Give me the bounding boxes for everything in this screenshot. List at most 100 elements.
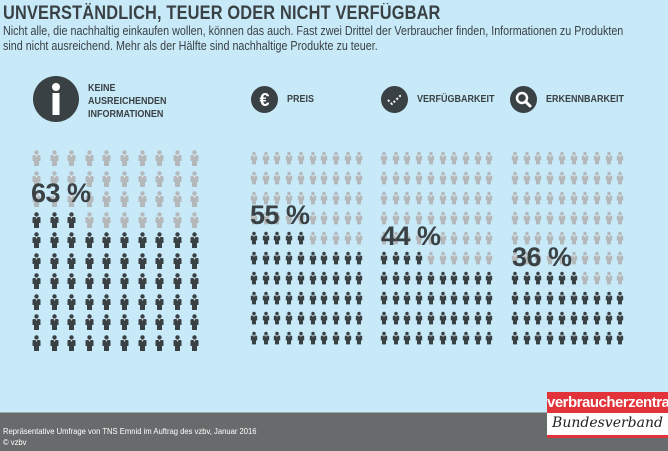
person-icon-empty xyxy=(85,150,94,166)
person-icon-filled xyxy=(297,271,304,285)
person-icon-empty xyxy=(546,171,554,185)
person-icon-empty xyxy=(570,151,577,165)
person-icon-empty xyxy=(173,191,182,207)
person-icon-empty xyxy=(415,171,423,185)
person-icon-empty xyxy=(32,170,41,187)
person-icon-filled xyxy=(570,271,577,285)
person-icon-empty xyxy=(617,231,624,245)
person-icon-filled xyxy=(250,291,258,305)
person-icon-empty xyxy=(593,151,601,165)
person-icon-empty xyxy=(450,251,458,265)
person-icon-filled xyxy=(138,273,147,289)
person-icon-filled xyxy=(356,291,363,305)
person-icon-empty xyxy=(462,211,470,225)
person-icon-filled xyxy=(415,331,423,345)
person-icon-empty xyxy=(605,211,612,225)
person-icon-filled xyxy=(344,331,351,345)
person-icon-filled xyxy=(511,291,519,305)
person-icon-filled xyxy=(486,331,493,345)
person-icon-filled xyxy=(558,271,565,285)
source-note: Repräsentative Umfrage von TNS Emnid im … xyxy=(3,426,257,436)
person-icon-empty xyxy=(593,231,601,245)
person-icon-filled xyxy=(297,331,304,345)
person-icon-empty xyxy=(392,191,399,205)
person-icon-filled xyxy=(392,271,399,285)
person-icon-filled xyxy=(285,271,293,285)
person-icon-empty xyxy=(427,231,434,245)
person-icon-empty xyxy=(462,251,470,265)
person-icon-empty xyxy=(462,171,470,185)
person-icon-filled xyxy=(439,271,446,285)
person-icon-filled xyxy=(85,252,94,269)
person-icon-empty xyxy=(102,170,111,187)
person-icon-filled xyxy=(297,231,304,245)
person-icon-filled xyxy=(427,311,434,325)
person-icon-filled xyxy=(120,314,129,330)
person-icon-filled xyxy=(605,291,612,305)
person-icon-empty xyxy=(523,211,530,225)
person-icon-filled xyxy=(570,331,577,345)
person-icon-filled xyxy=(50,314,59,330)
person-icon-empty xyxy=(309,191,316,205)
person-icon-empty xyxy=(380,191,388,205)
person-icon-filled xyxy=(558,311,565,325)
person-icon-empty xyxy=(404,231,411,245)
person-icon-empty xyxy=(450,231,458,245)
person-icon-filled xyxy=(380,291,388,305)
person-icon-filled xyxy=(404,331,411,345)
percent-label-recognizability: 36 % xyxy=(512,242,572,272)
person-icon-filled xyxy=(427,291,434,305)
person-icon-empty xyxy=(605,271,612,285)
person-icon-filled xyxy=(392,311,399,325)
person-icon-empty xyxy=(120,191,129,207)
person-icon-empty xyxy=(617,251,624,265)
person-icon-filled xyxy=(332,251,340,265)
person-icon-empty xyxy=(274,211,281,225)
person-icon-empty xyxy=(85,211,94,228)
person-icon-empty xyxy=(605,171,612,185)
person-icon-filled xyxy=(535,291,542,305)
person-icon-empty xyxy=(190,211,199,228)
person-icon-empty xyxy=(474,151,481,165)
person-icon-filled xyxy=(511,331,519,345)
person-icon-empty xyxy=(102,150,111,166)
person-icon-filled xyxy=(190,232,199,248)
person-icon-empty xyxy=(344,231,351,245)
person-icon-filled xyxy=(50,293,59,310)
person-icon-empty xyxy=(617,271,624,285)
person-icon-filled xyxy=(173,334,182,351)
person-icon-empty xyxy=(511,171,519,185)
person-icon-filled xyxy=(67,252,76,269)
person-icon-empty xyxy=(570,191,577,205)
person-icon-empty xyxy=(486,151,493,165)
person-icon-empty xyxy=(392,211,399,225)
person-icon-empty xyxy=(581,271,589,285)
person-icon-empty xyxy=(190,150,199,166)
person-icon-filled xyxy=(155,334,164,351)
person-icon-empty xyxy=(511,191,519,205)
person-icon-filled xyxy=(427,271,434,285)
person-icon-empty xyxy=(617,151,624,165)
person-icon-filled xyxy=(462,291,470,305)
person-icon-empty xyxy=(511,231,519,245)
person-icon-empty xyxy=(50,170,59,187)
person-icon-filled xyxy=(262,251,269,265)
person-icon-filled xyxy=(332,331,340,345)
person-icon-empty xyxy=(546,231,554,245)
person-icon-filled xyxy=(415,251,423,265)
person-icon-filled xyxy=(138,232,147,248)
person-icon-empty xyxy=(320,171,328,185)
person-icon-empty xyxy=(593,251,601,265)
person-icon-empty xyxy=(474,211,481,225)
person-icon-empty xyxy=(285,151,293,165)
person-icon-empty xyxy=(439,211,446,225)
person-icon-filled xyxy=(450,331,458,345)
person-icon-empty xyxy=(546,191,554,205)
person-icon-empty xyxy=(486,191,493,205)
person-icon-empty xyxy=(392,151,399,165)
person-icon-filled xyxy=(262,291,269,305)
person-icon-empty xyxy=(262,151,269,165)
person-icon-empty xyxy=(570,251,577,265)
person-icon-empty xyxy=(297,191,304,205)
person-icon-filled xyxy=(138,293,147,310)
